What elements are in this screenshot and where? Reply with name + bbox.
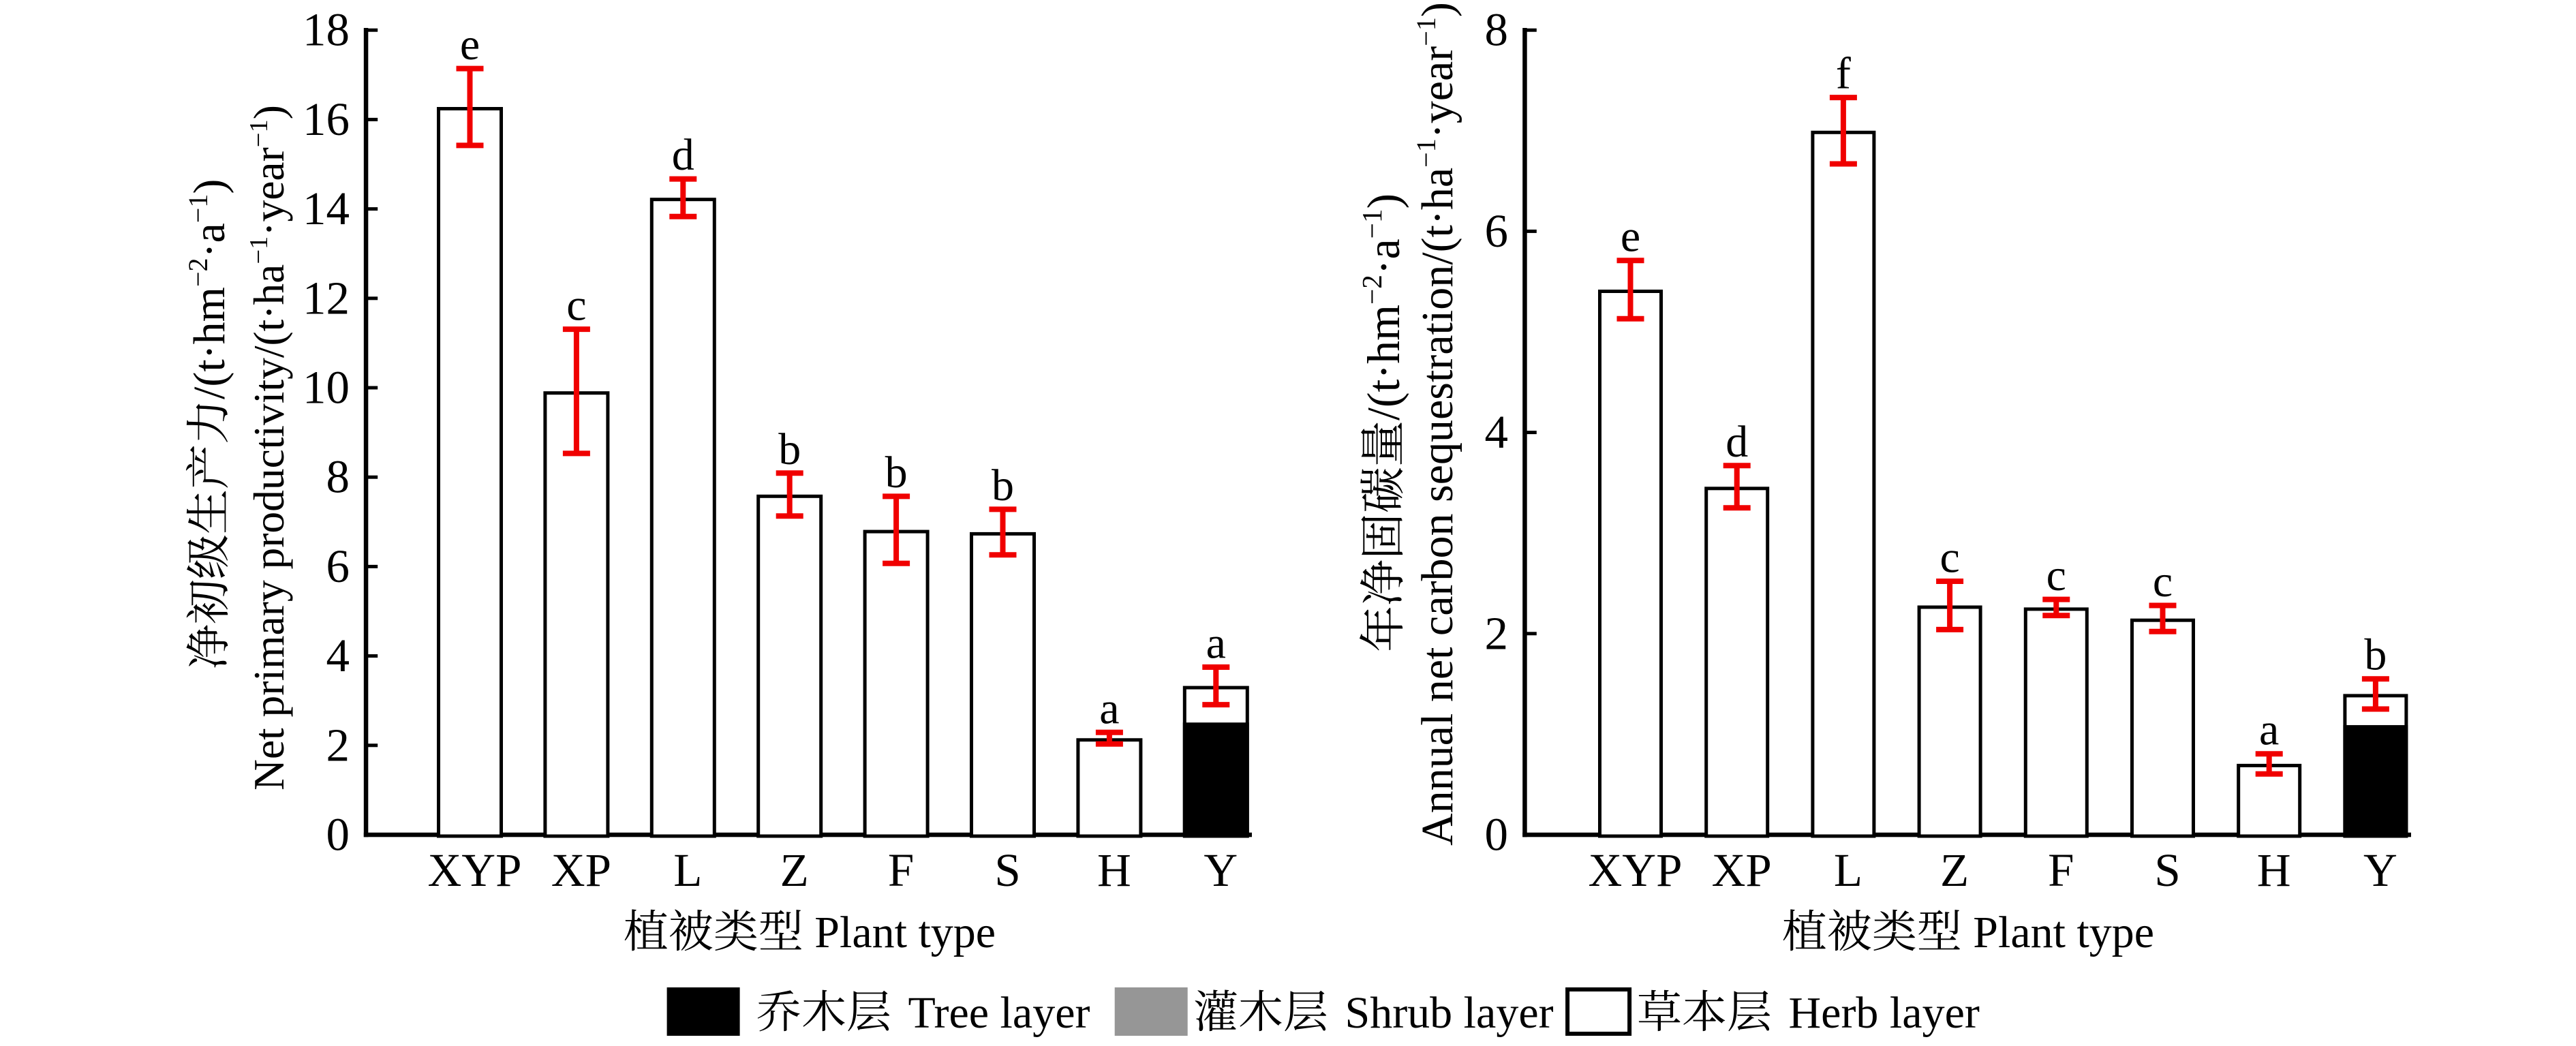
svg-text:/(t·hm−2​·a−1​): /(t·hm−2​·a−1​) [183, 179, 234, 399]
svg-text:14: 14 [303, 183, 350, 234]
svg-text:0: 0 [1485, 809, 1509, 861]
svg-text:Shrub layer: Shrub layer [1334, 988, 1554, 1038]
svg-text:L: L [1834, 844, 1862, 896]
svg-text:F: F [888, 844, 914, 896]
svg-text:c: c [2153, 557, 2173, 606]
svg-text:L: L [673, 844, 702, 896]
svg-text:Z: Z [1940, 844, 1969, 896]
svg-text:a: a [2259, 705, 2279, 755]
svg-text:H: H [1097, 844, 1131, 896]
svg-text:a: a [1206, 619, 1226, 668]
svg-text:b: b [885, 448, 908, 497]
svg-text:Y: Y [1203, 844, 1238, 896]
svg-text:0: 0 [326, 809, 350, 861]
svg-text:XP: XP [1712, 844, 1772, 896]
svg-text:Tree layer: Tree layer [897, 988, 1090, 1038]
svg-text:6: 6 [326, 540, 350, 592]
svg-text:Y: Y [2363, 844, 2397, 896]
svg-text:F: F [2048, 844, 2074, 896]
svg-text:e: e [1621, 212, 1640, 262]
svg-text:d: d [672, 130, 694, 180]
svg-text:6: 6 [1485, 205, 1509, 257]
svg-text:b: b [778, 425, 801, 474]
svg-text:Z: Z [780, 844, 809, 896]
svg-text:12: 12 [303, 272, 350, 324]
svg-text:4: 4 [326, 630, 350, 681]
svg-text:8: 8 [326, 451, 350, 503]
svg-text:Plant type: Plant type [803, 908, 996, 957]
svg-text:XP: XP [551, 844, 611, 896]
svg-text:b: b [992, 461, 1014, 510]
svg-text:18: 18 [303, 4, 350, 56]
svg-text:b: b [2364, 630, 2387, 680]
svg-text:S: S [994, 844, 1020, 896]
svg-text:Herb layer: Herb layer [1777, 988, 1980, 1038]
svg-text:Annual net carbon sequestratio: Annual net carbon sequestration/(t·ha−1​… [1411, 2, 1462, 846]
svg-text:10: 10 [303, 362, 350, 414]
svg-text:2: 2 [1485, 607, 1509, 659]
svg-text:S: S [2154, 844, 2180, 896]
svg-text:8: 8 [1485, 4, 1509, 56]
svg-text:2: 2 [326, 719, 350, 771]
svg-text:c: c [1939, 533, 1959, 583]
svg-text:/(t·hm−2​·a−1​): /(t·hm−2​·a−1​) [1356, 194, 1409, 420]
svg-text:d: d [1726, 417, 1748, 467]
svg-text:Net primary productivity/(t·ha: Net primary productivity/(t·ha−1​·year−1… [245, 105, 293, 790]
svg-text:XYP: XYP [427, 844, 521, 896]
svg-text:e: e [460, 20, 480, 70]
svg-text:c: c [566, 281, 586, 330]
svg-text:H: H [2257, 844, 2291, 896]
svg-text:16: 16 [303, 93, 350, 145]
svg-text:XYP: XYP [1588, 844, 1682, 896]
svg-text:a: a [1099, 683, 1119, 733]
svg-text:Plant type: Plant type [1962, 908, 2154, 957]
svg-text:c: c [2046, 551, 2066, 600]
svg-text:f: f [1836, 49, 1851, 99]
svg-text:4: 4 [1485, 406, 1509, 458]
